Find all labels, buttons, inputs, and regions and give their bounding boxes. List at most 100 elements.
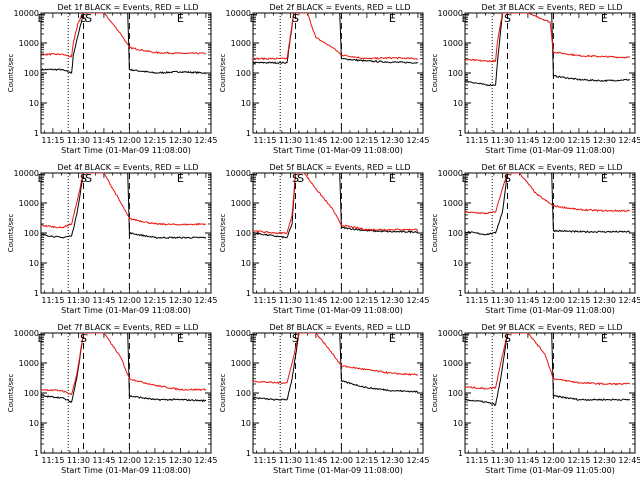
panel-det-6f: 1 10 100 1000 10000 11:15 11:30 11:45 12:00 12:15… (431, 163, 640, 315)
panel-det-4f: 1 10 100 1000 10000 11:15 11:30 11:45 12:00 12:15… (7, 163, 217, 315)
x-tick-label: 11:15 (41, 456, 64, 465)
x-tick-label: 11:15 (465, 456, 488, 465)
x-tick-label: 12:15 (143, 296, 166, 305)
x-tick-label: 12:15 (567, 136, 590, 145)
x-axis-label: Start Time (01-Mar-09 11:08:00) (273, 146, 403, 155)
x-tick-label: 12:45 (406, 456, 429, 465)
marker-s: S (504, 332, 511, 345)
panel-det-2f: 1 10 100 1000 10000 11:15 11:30 11:45 12:00 12:15… (219, 3, 429, 155)
x-tick-label: 12:30 (593, 296, 616, 305)
x-tick-label: 12:15 (567, 456, 590, 465)
x-tick-label: 11:30 (67, 136, 90, 145)
y-axis-label: Counts/sec (7, 54, 15, 93)
x-tick-label: 12:45 (194, 456, 217, 465)
y-axis-label: Counts/sec (219, 374, 227, 413)
series-lld-line (253, 13, 419, 61)
y-tick-label: 1000 (231, 199, 251, 208)
x-tick-label: 11:15 (253, 456, 276, 465)
marker-s: S (292, 332, 299, 345)
series-group (41, 333, 207, 403)
y-tick-label: 10000 (438, 169, 463, 178)
series-events-line (41, 333, 207, 403)
plot-frame (40, 12, 212, 134)
y-tick-label: 10 (453, 99, 463, 108)
y-tick-label: 1 (246, 129, 251, 138)
y-tick-label: 100 (236, 69, 251, 78)
series-group (465, 333, 631, 407)
panel-title: Det 2f BLACK = Events, RED = LLD (269, 3, 410, 12)
x-tick-label: 12:30 (381, 296, 404, 305)
series-events-line (253, 13, 419, 65)
x-axis-label: Start Time (01-Mar-09 11:08:00) (61, 146, 191, 155)
series-group (253, 173, 419, 239)
y-tick-label: 100 (448, 69, 463, 78)
y-axis-label: Counts/sec (7, 374, 15, 413)
marker-e: E (177, 172, 184, 185)
x-tick-label: 11:45 (516, 136, 539, 145)
y-tick-label: 1000 (443, 39, 463, 48)
x-tick-label: 11:30 (491, 136, 514, 145)
x-tick-label: 11:15 (253, 136, 276, 145)
y-tick-label: 10 (241, 419, 251, 428)
y-tick-label: 10000 (438, 9, 463, 18)
y-tick-label: 1 (458, 289, 463, 298)
x-tick-label: 12:30 (381, 136, 404, 145)
y-tick-label: 10000 (438, 329, 463, 338)
marker-e: E (462, 12, 469, 25)
x-tick-label: 12:15 (355, 136, 378, 145)
panel-det-1f: 1 10 100 1000 10000 11:15 11:30 11:45 12:00 12:15… (7, 3, 217, 155)
panel-title: Det 3f BLACK = Events, RED = LLD (481, 3, 622, 12)
series-group (41, 13, 207, 75)
marker-s: S (292, 172, 299, 185)
x-tick-label: 11:45 (92, 296, 115, 305)
series-group (41, 173, 207, 240)
y-tick-label: 10 (241, 259, 251, 268)
marker-s: S (80, 12, 87, 25)
x-axis-label: Start Time (01-Mar-09 11:08:00) (485, 146, 615, 155)
panel-title: Det 5f BLACK = Events, RED = LLD (269, 163, 410, 172)
panel-det-3f: 1 10 100 1000 10000 11:15 11:30 11:45 12:00 12:15… (431, 3, 640, 155)
y-tick-label: 1000 (443, 359, 463, 368)
marker-s: S (80, 172, 87, 185)
x-tick-label: 11:30 (279, 296, 302, 305)
x-tick-label: 12:00 (118, 456, 141, 465)
series-lld-line (41, 173, 206, 229)
x-axis-label: Start Time (01-Mar-09 11:08:00) (273, 306, 403, 315)
marker-e: E (177, 332, 184, 345)
x-tick-label: 11:30 (67, 296, 90, 305)
marker-e: E (38, 332, 45, 345)
marker-e: E (389, 172, 396, 185)
panel-det-9f: 1 10 100 1000 10000 11:15 11:30 11:45 12:00 12:15… (431, 323, 640, 475)
x-tick-label: 11:45 (92, 136, 115, 145)
panel-title: Det 9f BLACK = Events, RED = LLD (481, 323, 622, 332)
x-tick-label: 11:45 (516, 456, 539, 465)
x-tick-label: 12:30 (169, 136, 192, 145)
series-lld-line (253, 333, 419, 385)
y-tick-label: 1 (458, 129, 463, 138)
y-tick-label: 1 (458, 449, 463, 458)
series-events-line (253, 333, 418, 401)
y-tick-label: 10000 (14, 9, 39, 18)
y-tick-label: 100 (24, 229, 39, 238)
x-tick-label: 12:45 (618, 136, 640, 145)
series-group (253, 13, 419, 65)
series-group (465, 173, 631, 236)
marker-e: E (38, 12, 45, 25)
x-tick-label: 12:00 (542, 296, 565, 305)
plot-frame (464, 12, 636, 134)
marker-s: S (292, 12, 299, 25)
x-tick-label: 11:15 (253, 296, 276, 305)
x-tick-label: 12:45 (406, 296, 429, 305)
y-tick-label: 10 (29, 99, 39, 108)
y-tick-label: 1000 (231, 359, 251, 368)
marker-e: E (462, 332, 469, 345)
x-tick-label: 11:15 (465, 136, 488, 145)
y-tick-label: 10 (241, 99, 251, 108)
x-tick-label: 11:15 (41, 136, 64, 145)
y-tick-label: 1000 (443, 199, 463, 208)
x-tick-label: 12:00 (118, 296, 141, 305)
x-tick-label: 11:30 (279, 456, 302, 465)
x-axis-label: Start Time (01-Mar-09 11:08:00) (273, 466, 403, 475)
series-group (465, 13, 631, 87)
x-tick-label: 12:45 (194, 296, 217, 305)
